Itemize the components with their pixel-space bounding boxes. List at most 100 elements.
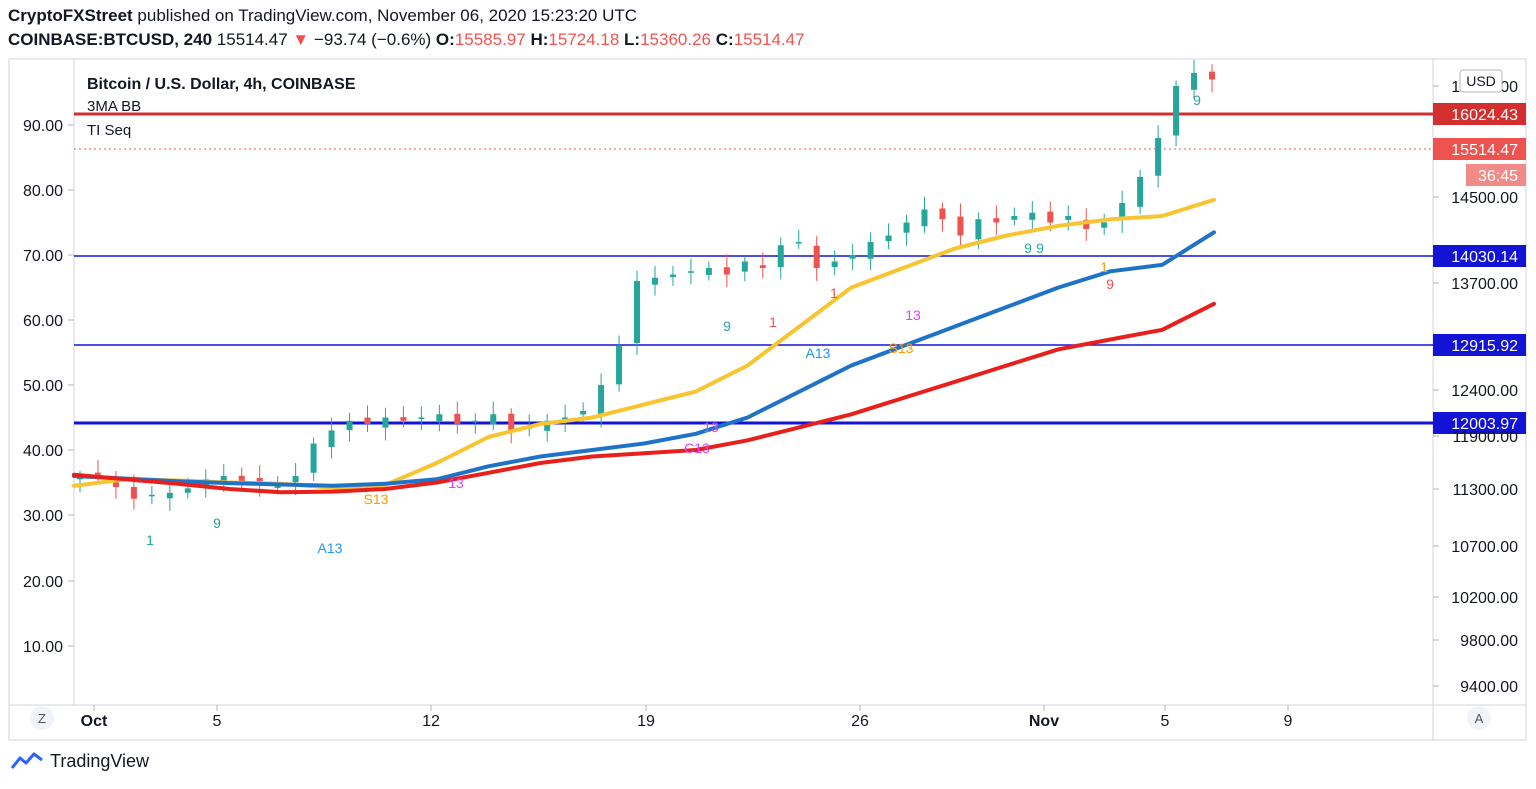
time-axis-tick-label: 19 — [637, 713, 655, 730]
time-axis-tick-label: 5 — [1161, 713, 1170, 730]
moving-averages — [72, 197, 1216, 495]
high-label: H: — [530, 30, 549, 49]
candle-body — [148, 494, 155, 497]
high-value: 15724.18 — [548, 30, 620, 49]
candle-body — [112, 478, 119, 488]
left-axis-tick-label: 10.00 — [23, 639, 63, 656]
ma-slow-line — [72, 301, 1216, 495]
header-line-2: COINBASE:BTCUSD, 240 15514.47 ▼ −93.74 (… — [8, 30, 805, 50]
seq-annotation: 1 — [146, 532, 154, 548]
seq-annotation: A13 — [806, 345, 831, 361]
chart-frame — [8, 58, 1527, 741]
candle-body — [544, 420, 551, 431]
horizontal-level-price-tag — [1433, 103, 1526, 125]
left-axis-tick-label: 30.00 — [23, 508, 63, 525]
seq-annotation: 13 — [905, 307, 921, 323]
timezone-button[interactable] — [30, 706, 54, 730]
candle-body — [238, 475, 245, 482]
header-line-1: CryptoFXStreet published on TradingView.… — [8, 6, 637, 26]
candle-body — [885, 235, 892, 242]
candle-body — [130, 486, 137, 499]
seq-annotation: 1 — [769, 314, 777, 330]
auto-scale-button[interactable] — [1467, 706, 1491, 730]
last-price-tag — [1433, 138, 1526, 160]
candle-body — [616, 346, 623, 385]
candle-body — [1155, 138, 1162, 176]
close-label: C: — [715, 30, 734, 49]
time-axis-tick-label: 5 — [213, 713, 222, 730]
auto-scale-button-label: A — [1475, 711, 1484, 726]
left-axis-tick-label: 90.00 — [23, 118, 63, 135]
candle-body — [382, 417, 389, 428]
candle-body — [1083, 219, 1090, 229]
legend-3ma-bb[interactable]: 3MA BB — [87, 98, 141, 115]
candle-body — [813, 245, 820, 268]
candle-body — [166, 492, 173, 499]
candle-body — [1101, 222, 1108, 228]
candle-body — [1191, 73, 1198, 90]
seq-annotation: 1 — [1100, 259, 1108, 275]
horizontal-level-price-label: 14030.14 — [1451, 249, 1518, 266]
candle-body — [598, 385, 605, 415]
candle-body — [849, 255, 856, 259]
currency-button[interactable] — [1459, 69, 1503, 93]
close-value: 15514.47 — [733, 30, 805, 49]
candle-body — [220, 476, 227, 483]
candle-body — [472, 420, 479, 423]
right-axis-tick-label: 9800.00 — [1460, 633, 1518, 650]
right-axis-tick-label: 10700.00 — [1451, 539, 1518, 556]
legend-ti-seq[interactable]: TI Seq — [87, 122, 131, 139]
price-change: −93.74 (−0.6%) — [313, 30, 432, 49]
candles — [77, 60, 1215, 512]
countdown-label: 36:45 — [1478, 168, 1518, 185]
left-axis-tick-label: 20.00 — [23, 574, 63, 591]
open-label: O: — [435, 30, 455, 49]
left-axis-tick-label: 50.00 — [23, 378, 63, 395]
candle-body — [94, 472, 101, 475]
horizontal-level-price-label: 12003.97 — [1451, 416, 1518, 433]
horizontal-level-price-tag — [1433, 245, 1526, 267]
candle-body — [975, 219, 982, 240]
candle-body — [921, 209, 928, 227]
candle-body — [1029, 212, 1036, 220]
time-axis-tick-label: 9 — [1284, 713, 1293, 730]
time-axis-tick-label: Nov — [1029, 713, 1059, 730]
timezone-button-label: Z — [38, 711, 46, 726]
low-value: 15360.26 — [640, 30, 711, 49]
last-price: 15514.47 — [216, 30, 288, 49]
last-price-tag-label: 15514.47 — [1451, 142, 1518, 159]
candle-body — [184, 488, 191, 493]
candle-body — [634, 281, 641, 344]
candle-body — [454, 413, 461, 424]
candle-body — [436, 414, 443, 422]
candle-body — [418, 417, 425, 419]
seq-annotation: 13 — [448, 475, 464, 491]
publisher-name[interactable]: CryptoFXStreet — [8, 6, 133, 25]
horizontal-levels: 16024.43 14030.14 12915.92 12003.97 15514.47… — [74, 103, 1526, 434]
candle-body — [1047, 211, 1054, 223]
seq-annotation: 9 — [1193, 92, 1201, 108]
left-axis-tick-label: 60.00 — [23, 313, 63, 330]
right-axis-tick-label: 9400.00 — [1460, 679, 1518, 696]
time-axis-tick-label: 12 — [422, 713, 440, 730]
candle-body — [903, 222, 910, 233]
seq-annotation: C13 — [684, 440, 710, 456]
open-value: 15585.97 — [454, 30, 526, 49]
candle-body — [669, 274, 676, 278]
right-axis-tick-label: 10200.00 — [1451, 590, 1518, 607]
seq-annotation: S13 — [364, 491, 389, 507]
tradingview-logo-icon — [10, 752, 43, 769]
candle-body — [562, 417, 569, 421]
candle-body — [759, 265, 766, 268]
left-axis: 90.00 80.00 70.00 60.00 50.00 40.00 30.00 20.00… — [23, 118, 74, 656]
countdown-tag — [1466, 164, 1526, 186]
candle-body — [705, 268, 712, 275]
horizontal-level-price-label: 16024.43 — [1451, 107, 1518, 124]
seq-annotation: S13 — [889, 340, 914, 356]
candle-body — [310, 443, 317, 473]
candle-body — [723, 267, 730, 275]
right-axis-tick-label: 11900.00 — [1452, 429, 1518, 446]
candle-body — [795, 242, 802, 244]
footer-brand[interactable]: TradingView — [50, 750, 150, 771]
